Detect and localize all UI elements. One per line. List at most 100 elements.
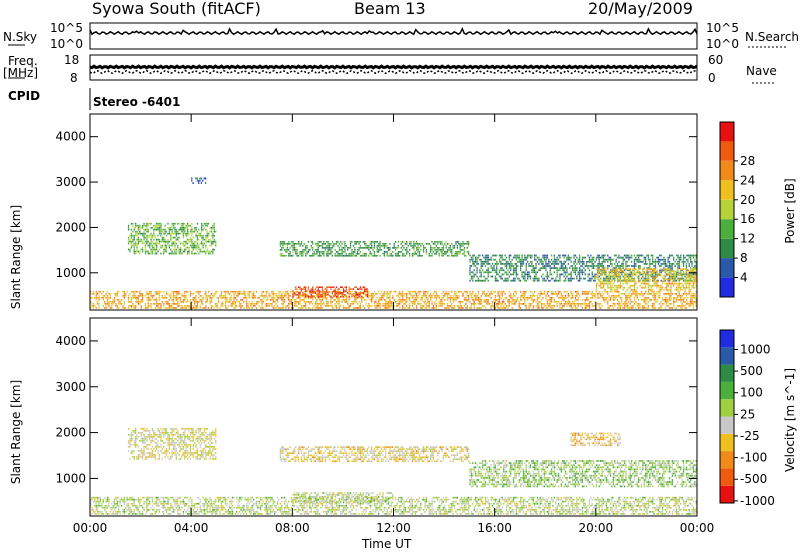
power-echo-cell [340, 286, 342, 288]
power-echo-cell [550, 305, 553, 307]
power-echo-cell [666, 268, 668, 271]
power-echo-cell [690, 254, 692, 257]
power-echo-cell [300, 241, 303, 243]
power-echo-cell [566, 258, 568, 261]
power-echo-cell [342, 299, 345, 301]
power-echo-cell [473, 260, 475, 263]
power-echo-cell [435, 303, 437, 305]
power-echo-cell [383, 299, 385, 301]
power-echo-cell [111, 305, 113, 307]
power-echo-cell [156, 240, 158, 243]
power-echo-cell [546, 307, 548, 309]
power-echo-cell [188, 246, 190, 249]
power-echo-cell [670, 271, 672, 274]
power-echo-cell [104, 307, 106, 309]
power-echo-cell [573, 305, 575, 307]
power-echo-cell [595, 288, 598, 291]
power-echo-cell [508, 267, 510, 269]
power-echo-cell [653, 284, 655, 287]
power-echo-cell [416, 295, 418, 297]
power-echo-cell [202, 238, 204, 241]
nsky-series [89, 27, 698, 36]
power-echo-cell [140, 301, 142, 303]
power-echo-cell [184, 290, 186, 293]
power-echo-cell [421, 295, 423, 297]
power-echo-cell [600, 282, 602, 285]
power-echo-cell [605, 272, 607, 275]
power-echo-cell [338, 307, 340, 309]
power-echo-cell [310, 245, 312, 247]
power-echo-cell [406, 299, 408, 301]
power-echo-cell [334, 254, 336, 257]
power-echo-cell [385, 305, 387, 307]
power-echo-cell [687, 280, 689, 283]
power-echo-cell [576, 269, 578, 272]
power-echo-cell [102, 305, 104, 307]
power-echo-cell [210, 242, 213, 245]
power-echo-cell [98, 305, 100, 307]
power-echo-cell [175, 248, 177, 251]
power-echo-cell [486, 269, 488, 272]
power-echo-cell [602, 270, 605, 273]
power-echo-cell [224, 305, 227, 307]
power-echo-cell [636, 290, 638, 293]
power-echo-cell [198, 238, 200, 241]
power-echo-cell [656, 301, 658, 303]
power-echo-cell [359, 292, 362, 294]
power-echo-cell [174, 252, 176, 255]
power-echo-cell [515, 273, 517, 276]
power-echo-cell [522, 263, 525, 265]
power-echo-cell [694, 258, 696, 261]
power-echo-cell [653, 282, 655, 285]
power-echo-cell [459, 247, 461, 249]
power-echo-cell [164, 232, 166, 235]
power-echo-cell [628, 273, 630, 276]
power-echo-cell [441, 252, 443, 255]
power-echo-cell [330, 305, 332, 307]
power-echo-cell [647, 307, 650, 309]
power-echo-cell [383, 295, 385, 297]
power-echo-cell [150, 244, 152, 247]
power-echo-cell [459, 301, 461, 303]
power-echo-cell [420, 290, 422, 293]
power-echo-cell [264, 295, 266, 297]
power-echo-cell [175, 234, 177, 237]
power-echo-cell [444, 243, 446, 245]
power-echo-cell [140, 299, 142, 301]
power-echo-cell [361, 288, 363, 290]
power-echo-cell [302, 295, 304, 297]
power-echo-cell [619, 286, 621, 289]
power-echo-cell [653, 275, 655, 278]
power-echo-cell [302, 251, 304, 253]
power-echo-cell [142, 224, 144, 227]
power-echo-cell [281, 254, 283, 257]
power-echo-cell [650, 288, 652, 291]
power-echo-cell [364, 299, 366, 301]
power-echo-cell [290, 241, 293, 243]
power-echo-cell [253, 290, 255, 293]
power-echo-cell [626, 265, 628, 267]
power-echo-cell [328, 247, 331, 249]
power-echo-cell [143, 228, 145, 231]
power-echo-cell [567, 273, 569, 276]
power-echo-cell [504, 279, 506, 282]
power-echo-cell [649, 268, 651, 271]
power-echo-cell [639, 293, 641, 295]
power-echo-cell [375, 293, 377, 295]
power-echo-cell [149, 246, 151, 249]
power-echo-cell [611, 275, 613, 278]
power-echo-cell [94, 305, 96, 307]
power-echo-cell [463, 254, 466, 257]
power-echo-cell [625, 301, 627, 303]
power-echo-cell [299, 288, 301, 290]
power-echo-cell [238, 305, 241, 307]
power-echo-cell [570, 307, 572, 309]
power-echo-cell [335, 301, 338, 303]
power-echo-cell [692, 303, 695, 305]
power-echo-cell [425, 303, 428, 305]
power-echo-cell [534, 290, 536, 293]
power-echo-cell [319, 307, 321, 309]
power-echo-cell [652, 273, 654, 276]
power-echo-cell [458, 305, 460, 307]
power-echo-cell [500, 256, 502, 259]
